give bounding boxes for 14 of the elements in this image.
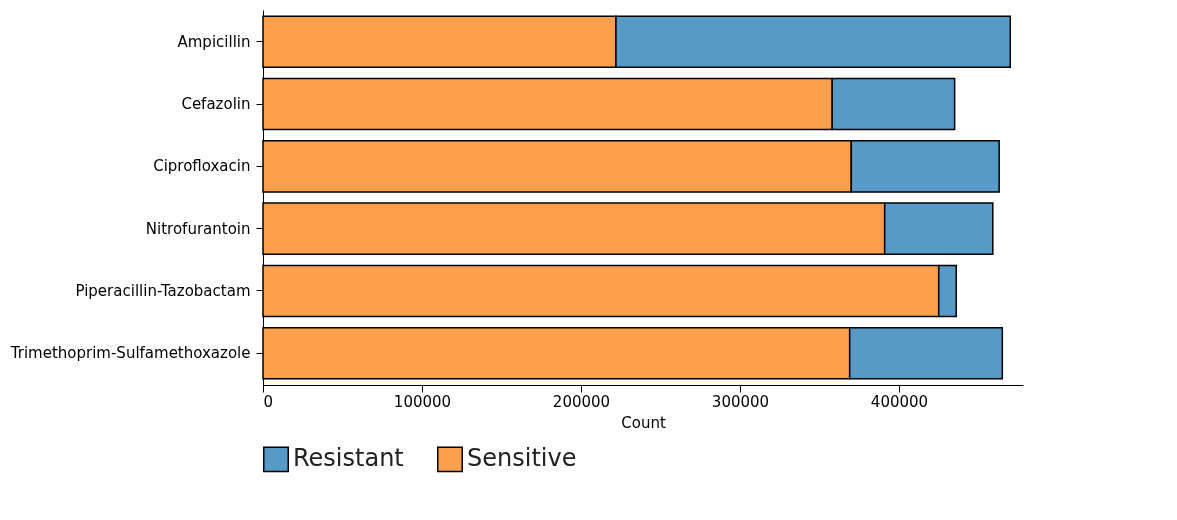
y-tick-label: Piperacillin-Tazobactam (75, 281, 251, 300)
x-tick-label: 200000 (552, 392, 611, 411)
x-tick-label: 0 (263, 392, 274, 411)
x-tick-label: 100000 (393, 392, 452, 411)
x-axis-title: Count (621, 413, 666, 432)
y-tick-label: Nitrofurantoin (145, 219, 251, 238)
y-tick-label: Ciprofloxacin (153, 157, 251, 176)
y-tick-label: Cefazolin (181, 95, 251, 114)
legend-label: Resistant (293, 444, 404, 473)
x-tick-label: 400000 (870, 392, 929, 411)
y-tick-label: Trimethoprim-Sulfamethoxazole (9, 344, 251, 363)
legend-label: Sensitive (467, 444, 577, 473)
x-tick-label: 300000 (711, 392, 770, 411)
y-tick-label: Ampicillin (177, 32, 251, 51)
